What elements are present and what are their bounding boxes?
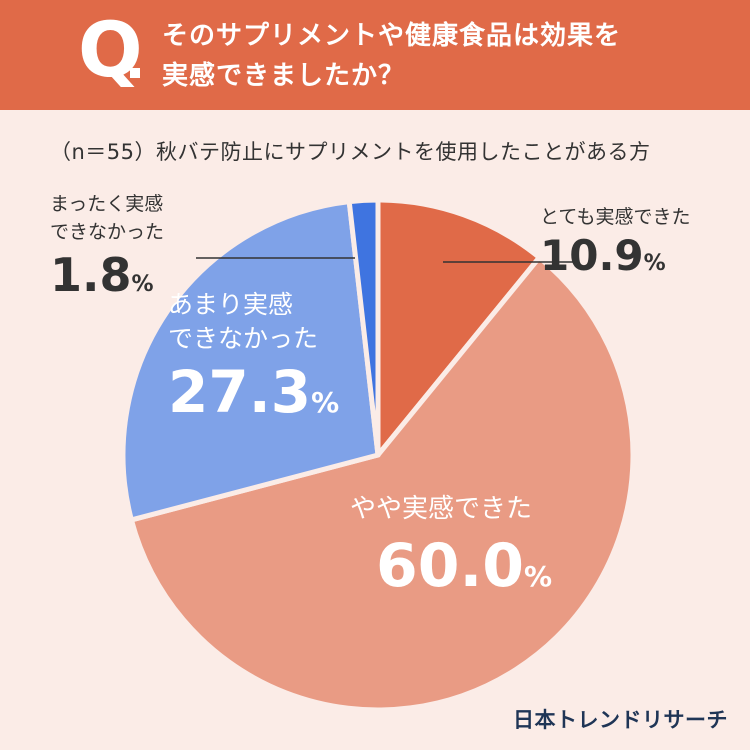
slice-label-not-much: あまり実感 できなかった 27.3% <box>168 288 339 426</box>
slice-name-not-at-all: まったく実感 できなかった <box>50 193 165 243</box>
chart-subtitle: （n＝55）秋バテ防止にサプリメントを使用したことがある方 <box>50 140 651 164</box>
slice-name-very: とても実感できた <box>540 206 691 228</box>
slice-value-not-much: 27.3 <box>168 358 312 426</box>
slice-value-somewhat: 60.0 <box>376 531 525 601</box>
slice-label-somewhat: やや実感できた 60.0% <box>350 488 552 601</box>
question-text: そのサプリメントや健康食品は効果を 実感できましたか？ <box>162 16 722 96</box>
slice-label-very: とても実感できた 10.9% <box>540 202 690 280</box>
slice-name-not-much: あまり実感 できなかった <box>168 290 319 353</box>
pie-slice-not-much <box>120 199 381 523</box>
question-line-2: 実感できましたか？ <box>162 61 406 91</box>
q-dot-icon <box>130 68 140 78</box>
slice-pct-very: % <box>643 251 666 276</box>
slice-value-very: 10.9 <box>540 231 644 280</box>
pie-slice-somewhat <box>128 255 636 713</box>
header-banner: Q そのサプリメントや健康食品は効果を 実感できましたか？ <box>0 0 750 110</box>
slice-name-somewhat: やや実感できた <box>350 494 533 524</box>
slice-label-not-at-all: まったく実感 できなかった 1.8% <box>50 190 164 302</box>
question-line-1: そのサプリメントや健康食品は効果を <box>162 21 622 51</box>
pie-slice-not-at-all <box>346 197 381 458</box>
brand-logo-text: 日本トレンドリサーチ <box>513 708 728 732</box>
slice-value-not-at-all: 1.8 <box>50 248 132 302</box>
slice-pct-not-much: % <box>311 386 340 419</box>
slice-pct-not-at-all: % <box>131 272 154 297</box>
slice-pct-somewhat: % <box>524 560 553 593</box>
pie-slice-very <box>375 197 542 458</box>
